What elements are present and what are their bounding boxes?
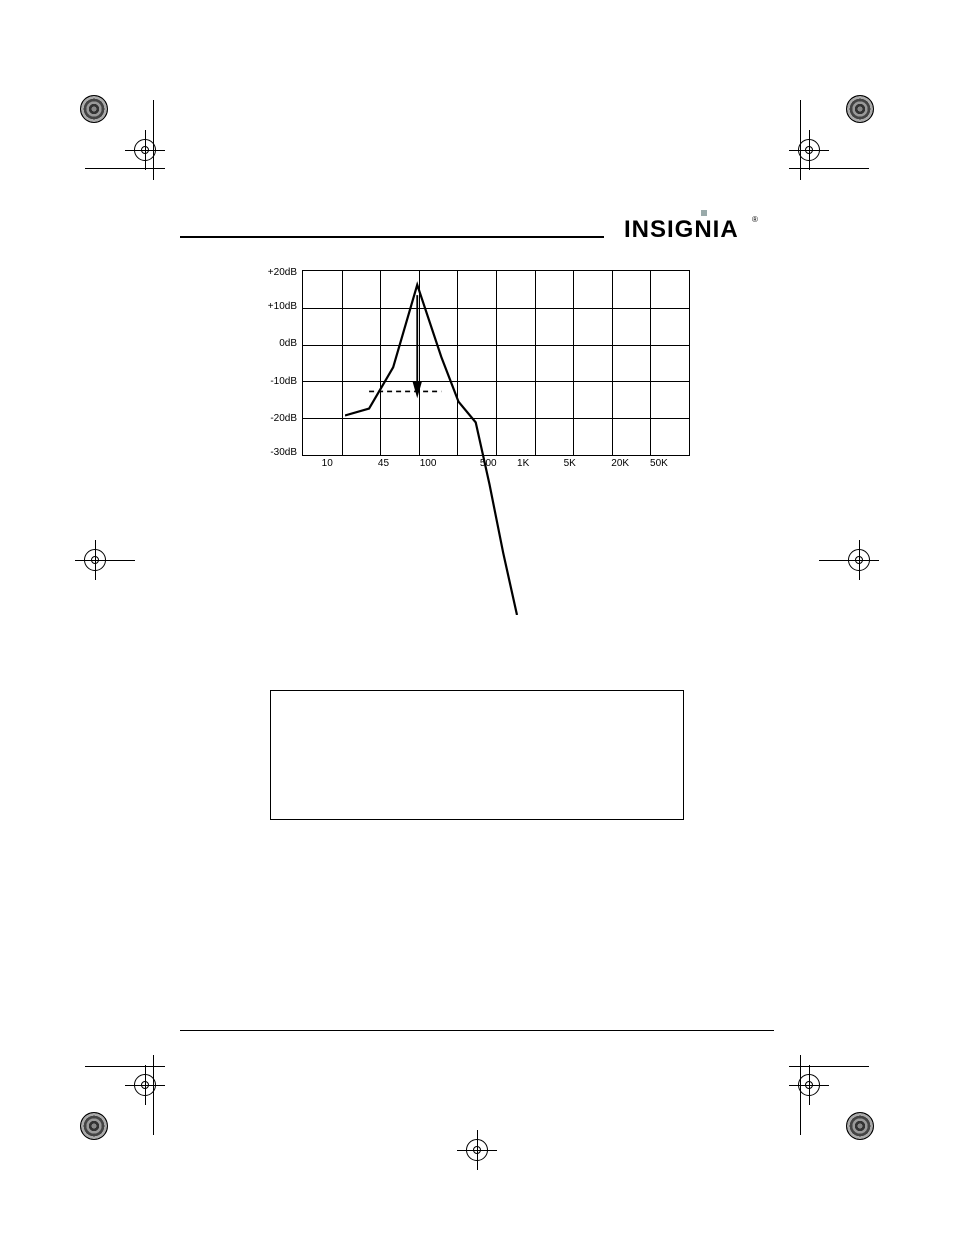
chart-x-tick-label: 10 [322,458,333,469]
chart-grid [302,270,690,456]
chart-y-axis-labels: +20dB +10dB 0dB -10dB -20dB -30dB [260,270,302,456]
brand-logo: INSIGNIA ® [624,210,774,244]
chart-y-tick-label: 0dB [279,339,302,349]
chart-x-tick-label: 1K [517,458,529,469]
chart-y-tick-label: +10dB [268,302,302,312]
header-rule [180,236,604,238]
chart-x-tick-label: 50K [650,458,668,469]
chart-x-tick-label: 500 [480,458,497,469]
chart-x-tick-label: 5K [564,458,576,469]
chart-x-axis-labels: 10 45 100 500 1K 5K 20K 50K [302,458,690,472]
chart-y-tick-label: -10dB [270,377,302,387]
chart-curve [345,271,689,615]
chart-y-tick-label: +20dB [268,268,302,278]
frequency-response-chart: +20dB+10dB0dB-10dB-20dB-30dB 10451005001… [260,270,690,470]
chart-x-tick-label: 45 [378,458,389,469]
chart-y-tick-label: -30dB [270,448,302,458]
insignia-logo-icon: INSIGNIA ® [624,210,774,244]
content-box [270,690,684,820]
page-header: INSIGNIA ® [180,210,774,244]
footer-rule [180,1030,774,1031]
brand-name-text: INSIGNIA [624,216,739,243]
chart-x-tick-label: 100 [420,458,437,469]
chart-y-tick-label: -20dB [270,414,302,424]
brand-trademark: ® [752,215,758,224]
chart-x-tick-label: 20K [611,458,629,469]
